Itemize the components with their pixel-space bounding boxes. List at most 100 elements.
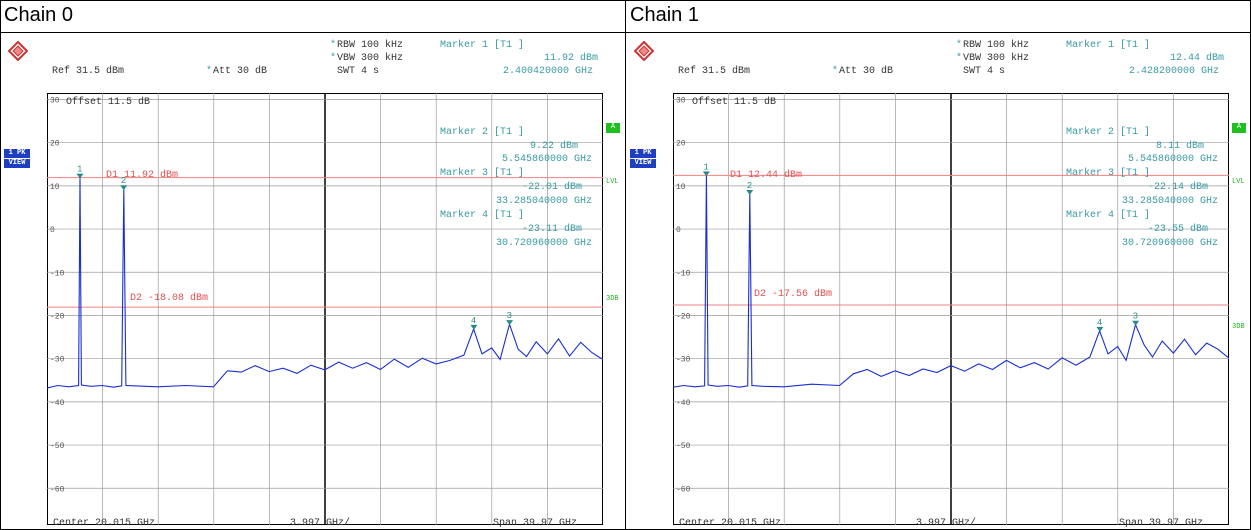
3db-indicator: 3DB (606, 295, 619, 303)
analyzer-panel-chain-0: * RBW 100 kHz * VBW 300 kHz SWT 4 s Mark… (0, 33, 624, 530)
display-line-d2: D2 -18.08 dBm (130, 293, 209, 304)
marker3-level: -22.01 dBm (522, 182, 583, 193)
marker-triangle (1132, 320, 1140, 326)
marker2-level: 8.11 dBm (1156, 141, 1205, 152)
panel-title-chain-0: Chain 0 (4, 4, 73, 26)
rbw-label: RBW 100 kHz (963, 40, 1030, 51)
marker4-label: Marker 4 [T1 ] (440, 210, 525, 221)
marker2-freq: 5.545860000 GHz (502, 154, 593, 165)
marker2-label: Marker 2 [T1 ] (1066, 127, 1151, 138)
y-tick-label: 30 (50, 96, 60, 105)
frequency-per-division: 3.997 GHz/ (290, 518, 351, 529)
center-frequency: Center 20.015 GHz (679, 518, 782, 529)
marker-number-label: 2 (121, 176, 126, 186)
marker3-freq: 33.285040000 GHz (496, 196, 593, 207)
trace-mode-badge: 1 PK (4, 149, 30, 158)
marker-triangle (746, 190, 754, 196)
vbw-star: * (956, 53, 963, 64)
offset-label: Offset 11.5 dB (66, 97, 151, 108)
y-tick-label: -20 (50, 312, 65, 321)
y-tick-label: -30 (50, 356, 65, 365)
marker3-label: Marker 3 [T1 ] (1066, 168, 1151, 179)
marker-triangle (470, 324, 478, 330)
marker2-level: 9.22 dBm (530, 141, 579, 152)
vbw-label: VBW 300 kHz (963, 53, 1030, 64)
marker3-level: -22.14 dBm (1148, 182, 1209, 193)
marker-number-label: 4 (1097, 318, 1102, 328)
spectrum-plot-chain-0: 30 20 10 0 -10 -20 -30 -40 -50 -60 1 2 3 4 (47, 93, 603, 525)
marker1-label: Marker 1 [T1 ] (1066, 40, 1151, 51)
swt-label: SWT 4 s (963, 66, 1006, 77)
marker-number-label: 3 (507, 311, 512, 321)
trace-a-badge: A (1232, 123, 1246, 133)
marker3-label: Marker 3 [T1 ] (440, 168, 525, 179)
marker-triangle (76, 173, 84, 179)
y-tick-label: -60 (50, 485, 65, 494)
y-tick-label: 20 (50, 140, 60, 149)
swt-label: SWT 4 s (337, 66, 380, 77)
span-label: Span 39.97 GHz (493, 518, 578, 529)
marker2-label: Marker 2 [T1 ] (440, 127, 525, 138)
lvl-indicator: LVL (606, 178, 619, 186)
att-star: * (832, 66, 839, 77)
rohde-schwarz-logo-icon (8, 41, 28, 61)
y-tick-label: -60 (676, 485, 691, 494)
rbw-star: * (330, 40, 337, 51)
marker-number-label: 1 (703, 162, 708, 172)
center-frequency: Center 20.015 GHz (53, 518, 156, 529)
y-tick-label: 30 (676, 96, 686, 105)
marker1-level: 12.44 dBm (1170, 53, 1225, 64)
rohde-schwarz-logo-icon (634, 41, 654, 61)
display-line-d2: D2 -17.56 dBm (754, 289, 833, 300)
marker-number-label: 2 (747, 181, 752, 191)
y-tick-label: 10 (50, 183, 60, 192)
ref-level: Ref 31.5 dBm (678, 66, 751, 77)
span-label: Span 39.97 GHz (1119, 518, 1204, 529)
y-tick-label: -50 (50, 442, 65, 451)
marker1-level: 11.92 dBm (544, 53, 599, 64)
lvl-indicator: LVL (1232, 178, 1245, 186)
display-line-d1: D1 12.44 dBm (730, 170, 803, 181)
spectrum-plot-chain-1: 30 20 10 0 -10 -20 -30 -40 -50 -60 1 2 3 4 (673, 93, 1229, 525)
vbw-star: * (330, 53, 337, 64)
marker4-freq: 30.720960000 GHz (1122, 238, 1219, 249)
y-tick-label: 20 (676, 140, 686, 149)
trace-a-badge: A (606, 123, 620, 133)
marker2-freq: 5.545860000 GHz (1128, 154, 1219, 165)
y-tick-label: -10 (50, 269, 65, 278)
marker4-freq: 30.720960000 GHz (496, 238, 593, 249)
panel-title-chain-1: Chain 1 (630, 4, 699, 26)
marker1-label: Marker 1 [T1 ] (440, 40, 525, 51)
y-tick-label: -20 (676, 312, 691, 321)
y-tick-label: -50 (676, 442, 691, 451)
marker-triangle (506, 320, 514, 326)
att-star: * (206, 66, 213, 77)
analyzer-panel-chain-1: * RBW 100 kHz * VBW 300 kHz SWT 4 s Mark… (626, 33, 1250, 530)
spectrum-trace (47, 177, 603, 389)
marker4-label: Marker 4 [T1 ] (1066, 210, 1151, 221)
y-tick-label: -40 (50, 399, 65, 408)
marker-number-label: 3 (1133, 312, 1138, 322)
frequency-per-division: 3.997 GHz/ (916, 518, 977, 529)
rbw-star: * (956, 40, 963, 51)
y-tick-label: -40 (676, 399, 691, 408)
marker4-level: -23.55 dBm (1148, 224, 1209, 235)
y-tick-label: -10 (676, 269, 691, 278)
y-tick-label: 0 (676, 226, 681, 235)
rbw-label: RBW 100 kHz (337, 40, 404, 51)
marker-triangle (702, 171, 710, 177)
marker-number-label: 4 (471, 316, 476, 326)
offset-label: Offset 11.5 dB (692, 97, 777, 108)
3db-indicator: 3DB (1232, 323, 1245, 331)
trace-mode-badge: 1 PK (630, 149, 656, 158)
marker3-freq: 33.285040000 GHz (1122, 196, 1219, 207)
marker-number-label: 1 (77, 165, 82, 175)
panel-divider (625, 0, 626, 530)
marker1-freq: 2.428200000 GHz (1129, 66, 1220, 77)
y-tick-label: 10 (676, 183, 686, 192)
att-label: Att 30 dB (839, 66, 894, 77)
spectrum-trace (673, 175, 1229, 388)
marker-triangle (120, 185, 128, 191)
ref-level: Ref 31.5 dBm (52, 66, 125, 77)
y-tick-label: 0 (50, 226, 55, 235)
